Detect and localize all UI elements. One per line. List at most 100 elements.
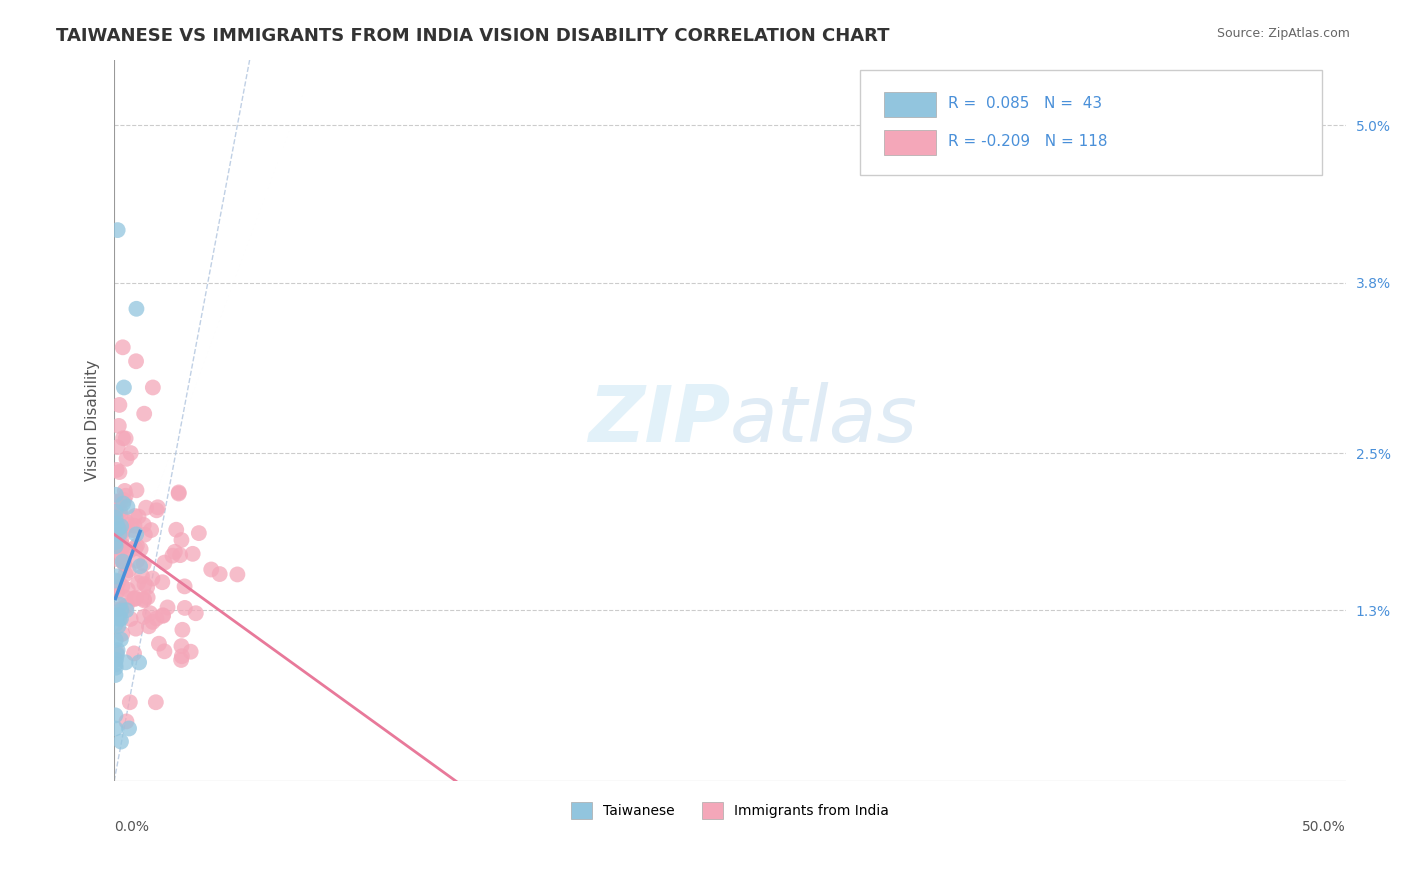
Point bbox=[114, 656, 136, 670]
Point bbox=[108, 418, 131, 433]
Point bbox=[187, 526, 209, 541]
Point bbox=[107, 643, 129, 657]
Point bbox=[114, 489, 136, 503]
Point bbox=[124, 591, 146, 605]
Point bbox=[117, 563, 139, 577]
Point bbox=[128, 656, 150, 670]
Text: atlas: atlas bbox=[730, 383, 918, 458]
Point bbox=[105, 463, 128, 477]
Point bbox=[111, 538, 134, 552]
Point bbox=[105, 505, 128, 519]
Point bbox=[167, 486, 190, 500]
Point bbox=[104, 609, 127, 624]
Point bbox=[139, 606, 162, 620]
Point bbox=[208, 567, 231, 582]
Point bbox=[181, 547, 204, 561]
Point bbox=[141, 572, 163, 586]
Point bbox=[108, 598, 131, 612]
Point bbox=[108, 527, 131, 541]
Point bbox=[104, 633, 127, 648]
Point bbox=[118, 695, 141, 709]
Point bbox=[115, 599, 138, 613]
Point bbox=[104, 722, 127, 736]
Point bbox=[104, 668, 127, 682]
Point bbox=[128, 509, 150, 524]
Point bbox=[111, 579, 134, 593]
Point bbox=[110, 503, 132, 517]
Point bbox=[104, 617, 127, 632]
Point bbox=[111, 539, 134, 553]
Point bbox=[105, 648, 128, 662]
Point bbox=[136, 580, 159, 594]
Point bbox=[122, 647, 145, 661]
Point bbox=[105, 516, 128, 530]
Point bbox=[125, 354, 148, 368]
Text: R = -0.209   N = 118: R = -0.209 N = 118 bbox=[948, 135, 1108, 149]
Point bbox=[108, 398, 131, 412]
Point bbox=[172, 623, 194, 637]
Point bbox=[117, 500, 139, 514]
Point bbox=[145, 695, 167, 709]
Point bbox=[115, 603, 138, 617]
Point bbox=[134, 527, 156, 541]
Point bbox=[104, 708, 127, 723]
Point bbox=[112, 556, 135, 570]
Point bbox=[108, 495, 131, 509]
Point bbox=[105, 609, 128, 624]
Point bbox=[110, 734, 132, 748]
Point bbox=[163, 545, 186, 559]
Point bbox=[117, 518, 139, 533]
Point bbox=[114, 483, 136, 498]
Point bbox=[105, 569, 128, 583]
Point bbox=[134, 407, 156, 421]
Point bbox=[170, 533, 193, 547]
Point bbox=[110, 601, 132, 615]
Point bbox=[105, 552, 128, 566]
Point bbox=[107, 608, 129, 623]
Point bbox=[125, 539, 148, 553]
Point bbox=[111, 524, 134, 539]
Point bbox=[104, 539, 127, 553]
Point bbox=[148, 637, 170, 651]
Point bbox=[153, 644, 176, 658]
Legend: Taiwanese, Immigrants from India: Taiwanese, Immigrants from India bbox=[565, 797, 894, 824]
Point bbox=[145, 611, 167, 625]
Point bbox=[117, 582, 139, 597]
Point bbox=[107, 518, 129, 533]
Point bbox=[173, 579, 195, 593]
Point bbox=[184, 606, 207, 620]
Text: R =  0.085   N =  43: R = 0.085 N = 43 bbox=[948, 96, 1102, 112]
Text: TAIWANESE VS IMMIGRANTS FROM INDIA VISION DISABILITY CORRELATION CHART: TAIWANESE VS IMMIGRANTS FROM INDIA VISIO… bbox=[56, 27, 890, 45]
Point bbox=[107, 619, 129, 633]
Point bbox=[115, 451, 138, 466]
Point bbox=[114, 432, 136, 446]
Point bbox=[129, 542, 152, 557]
Point bbox=[132, 591, 155, 606]
Point bbox=[115, 515, 138, 529]
Point bbox=[111, 431, 134, 445]
Point bbox=[111, 340, 134, 354]
Point bbox=[111, 541, 134, 556]
Point bbox=[162, 549, 184, 563]
Point bbox=[104, 510, 127, 524]
Point bbox=[118, 722, 141, 736]
Point bbox=[127, 576, 149, 591]
Point bbox=[169, 548, 191, 562]
FancyBboxPatch shape bbox=[884, 92, 936, 117]
Text: ZIP: ZIP bbox=[588, 383, 730, 458]
Point bbox=[134, 577, 156, 591]
Point bbox=[104, 657, 127, 672]
Point bbox=[167, 485, 190, 500]
Point bbox=[115, 714, 138, 729]
Point bbox=[132, 593, 155, 607]
Point bbox=[131, 569, 153, 583]
Point bbox=[105, 533, 128, 547]
Point bbox=[132, 518, 155, 533]
Point bbox=[107, 495, 129, 509]
Point bbox=[135, 500, 157, 515]
Point bbox=[104, 505, 127, 519]
Point bbox=[110, 519, 132, 533]
Point bbox=[136, 591, 159, 605]
Point bbox=[105, 516, 128, 531]
Point bbox=[120, 543, 142, 558]
